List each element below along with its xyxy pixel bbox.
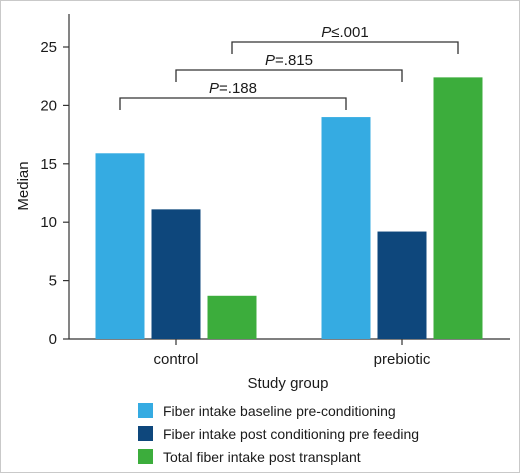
legend-label: Fiber intake baseline pre-conditioning bbox=[163, 402, 396, 419]
significance-bracket bbox=[119, 97, 347, 110]
legend-item: Total fiber intake post transplant bbox=[138, 445, 419, 468]
significance-bracket bbox=[175, 69, 403, 82]
bar-prebiotic-1 bbox=[377, 231, 427, 339]
p-value-p: P bbox=[321, 24, 331, 41]
p-value-number: =.188 bbox=[219, 80, 257, 97]
legend-swatch bbox=[138, 426, 153, 441]
y-tick-label: 15 bbox=[40, 156, 57, 173]
bar-prebiotic-0 bbox=[321, 117, 371, 339]
y-axis-label: Median bbox=[15, 161, 32, 210]
y-tick-label: 0 bbox=[49, 331, 57, 348]
p-value-number: ≤.001 bbox=[331, 24, 368, 41]
x-axis-label: Study group bbox=[248, 375, 329, 392]
p-value-label: P=.188 bbox=[209, 80, 257, 97]
p-value-number: =.815 bbox=[275, 52, 313, 69]
legend-swatch bbox=[138, 403, 153, 418]
bars bbox=[95, 77, 483, 340]
bar-prebiotic-2 bbox=[433, 77, 483, 340]
p-value-p: P bbox=[265, 52, 275, 69]
p-value-label: P=.815 bbox=[265, 52, 313, 69]
legend: Fiber intake baseline pre-conditioning Fi… bbox=[138, 399, 419, 468]
x-tick-label: control bbox=[153, 351, 198, 368]
y-tick-label: 10 bbox=[40, 214, 57, 231]
p-value-label: P≤.001 bbox=[321, 24, 368, 41]
legend-item: Fiber intake baseline pre-conditioning bbox=[138, 399, 419, 422]
y-tick-label: 20 bbox=[40, 97, 57, 114]
bar-control-2 bbox=[207, 295, 257, 339]
bar-control-1 bbox=[151, 209, 201, 339]
bar-control-0 bbox=[95, 153, 145, 339]
legend-label: Total fiber intake post transplant bbox=[163, 448, 361, 465]
legend-swatch bbox=[138, 449, 153, 464]
significance-bracket bbox=[231, 41, 459, 54]
p-value-p: P bbox=[209, 80, 219, 97]
y-tick-label: 25 bbox=[40, 39, 57, 56]
axes: 0 5 10 15 20 25 control prebiotic bbox=[40, 14, 510, 368]
legend-item: Fiber intake post conditioning pre feedi… bbox=[138, 422, 419, 445]
y-tick-label: 5 bbox=[49, 273, 57, 290]
x-tick-label: prebiotic bbox=[374, 351, 431, 368]
legend-label: Fiber intake post conditioning pre feedi… bbox=[163, 425, 420, 442]
